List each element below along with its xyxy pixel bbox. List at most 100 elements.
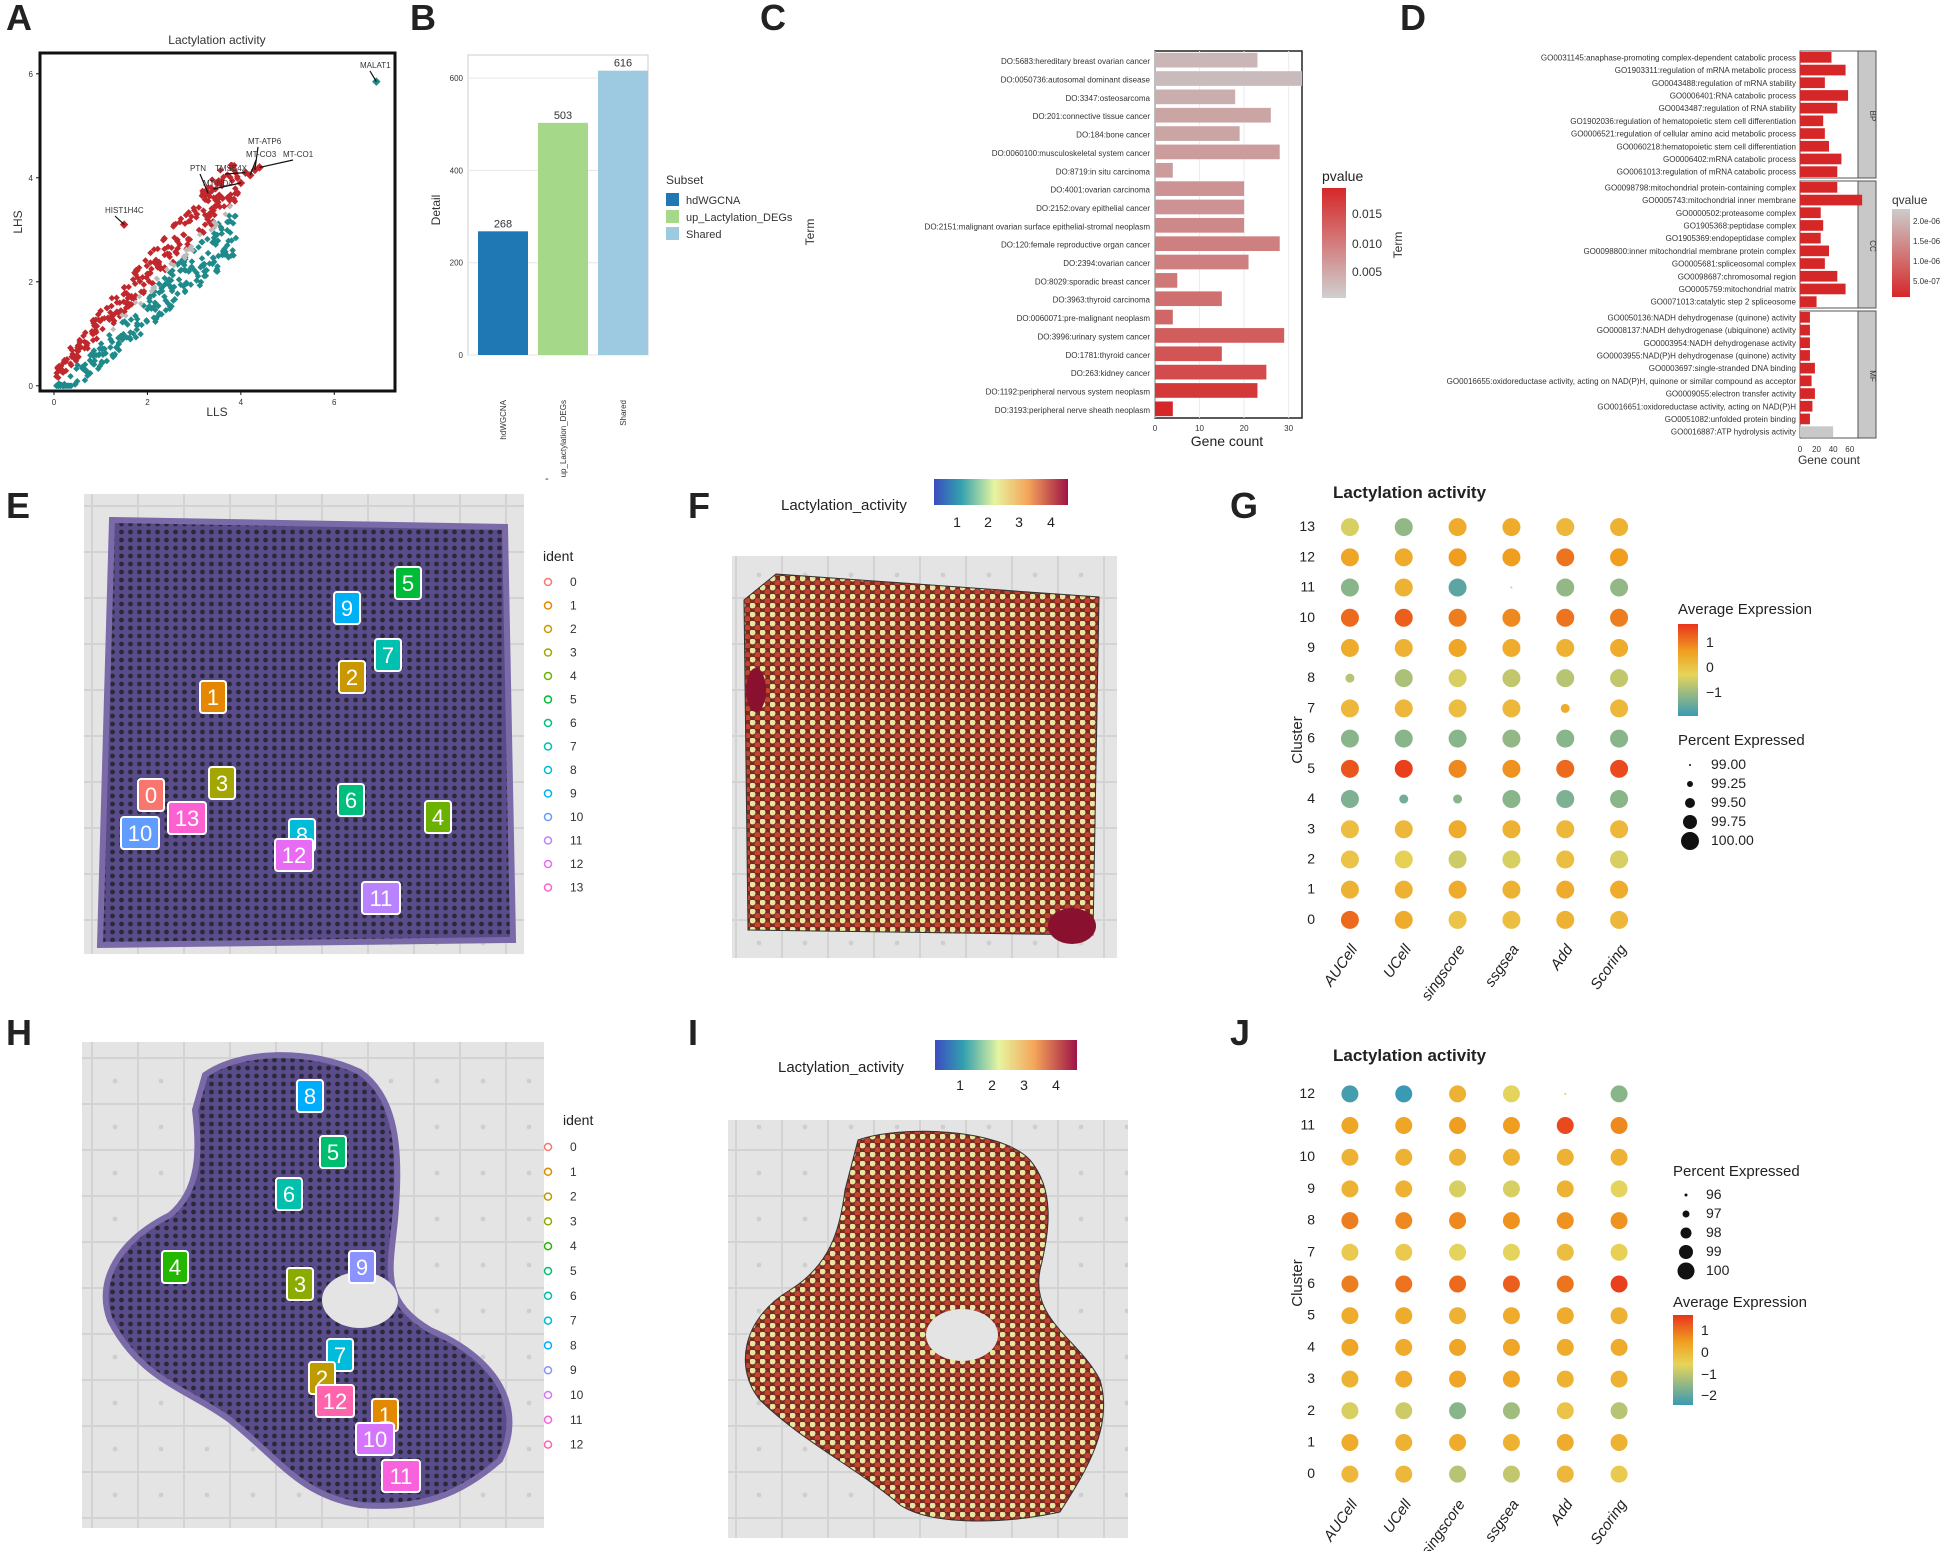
a-point	[227, 191, 234, 198]
a-point-ns	[213, 221, 220, 228]
dot-mark	[1556, 910, 1575, 929]
dot-mark	[1610, 1148, 1628, 1166]
f-hotspot-left	[746, 668, 766, 712]
a-point	[139, 274, 146, 281]
dot-mark	[1502, 608, 1521, 627]
j-legend-pct-title: Percent Expressed	[1673, 1163, 1800, 1180]
a-point	[90, 361, 98, 368]
d-bar	[1800, 258, 1825, 269]
dot-mark	[1556, 1148, 1574, 1166]
cluster-label-box	[161, 1250, 189, 1284]
a-point-ns	[168, 260, 174, 267]
a-point-ns	[138, 300, 144, 307]
dot-mark	[1341, 1243, 1359, 1261]
a-point	[152, 318, 159, 325]
panel-letter-i: I	[688, 1012, 698, 1053]
b-bar-value: 503	[554, 110, 572, 122]
d-term-label: GO0003697:single-stranded DNA binding	[1649, 364, 1796, 373]
cluster-legend-label: 11	[570, 1413, 583, 1427]
d-term-label: GO0043488:regulation of mRNA stability	[1652, 79, 1796, 88]
dot-mark	[1502, 1402, 1520, 1420]
a-point	[224, 227, 231, 234]
dot-xtick-label: Scoring	[1587, 1496, 1630, 1548]
cluster-legend-dot	[543, 789, 553, 798]
dot-mark	[1502, 548, 1521, 567]
dot-mark	[1395, 1370, 1413, 1388]
g-legend-avg-title: Average Expression	[1678, 601, 1812, 618]
a-point	[127, 329, 134, 336]
dot-ytick-label: 6	[1307, 730, 1315, 746]
dot-mark	[1556, 1307, 1574, 1325]
dot-mark	[1610, 608, 1629, 627]
a-point	[68, 346, 76, 354]
dot-mark	[1345, 673, 1355, 683]
a-point	[201, 221, 209, 228]
d-facet-strip	[1857, 50, 1877, 179]
d-bar	[1800, 102, 1838, 114]
cluster-label-box	[338, 660, 366, 694]
d-term-label: GO0098687:chromosomal region	[1678, 272, 1796, 281]
a-point	[81, 361, 89, 368]
d-legend-tick-0: 2.0e-06	[1913, 217, 1941, 226]
dot-mark	[1340, 548, 1359, 567]
c-term-label: DO:5683:hereditary breast ovarian cancer	[1001, 57, 1150, 66]
cluster-legend-dot	[543, 742, 553, 751]
c-bar	[1155, 126, 1240, 141]
a-label-leader	[369, 70, 377, 82]
cluster-label-text: 6	[345, 788, 357, 813]
a-point	[154, 245, 161, 253]
d-bar	[1800, 232, 1821, 244]
j-avg-colorbar	[1673, 1315, 1693, 1405]
d-term-label: GO1905368:peptidase complex	[1683, 221, 1796, 230]
a-point-ns	[197, 231, 203, 238]
cluster-label-text: 10	[128, 821, 152, 846]
a-point	[143, 317, 150, 324]
a-point	[166, 305, 174, 312]
dot-mark	[1340, 850, 1359, 869]
d-term-label: GO0071013:catalytic step 2 spliceosome	[1651, 298, 1797, 307]
a-point	[232, 185, 239, 192]
a-point	[166, 253, 173, 261]
i-legend-tick-3: 4	[1052, 1077, 1060, 1093]
dot-mark	[1340, 790, 1359, 809]
dot-ytick-label: 4	[1307, 790, 1315, 806]
panel-letter-b: B	[410, 0, 436, 38]
a-point	[132, 312, 139, 320]
a-label-leader	[259, 159, 294, 168]
i-tissue-heatmap	[744, 1130, 1105, 1522]
a-point	[137, 330, 144, 338]
e-tissue	[96, 516, 517, 949]
dot-mark	[1448, 759, 1467, 778]
a-point	[143, 262, 151, 270]
d-bar	[1800, 337, 1810, 349]
j-pct-legend: 96 97 98 99 100	[1677, 1186, 1730, 1280]
b-plot: 0 200 400 600 268 hdWGCNA 503 up_Lactylation_DE…	[450, 54, 649, 477]
a-point	[161, 274, 168, 282]
cluster-legend-label: 3	[570, 1214, 577, 1228]
a-point	[99, 325, 106, 333]
c-bar	[1155, 291, 1222, 307]
cluster-label-box	[348, 1250, 376, 1284]
c-term-label: DO:184:bone cancer	[1076, 131, 1150, 140]
a-point	[171, 296, 179, 303]
a-point	[155, 302, 162, 310]
a-point	[182, 267, 189, 274]
a-point	[228, 252, 235, 259]
c-bar	[1155, 217, 1245, 233]
dot-mark	[1395, 1338, 1413, 1356]
a-gene-label: MT-CO1	[283, 150, 314, 159]
a-point	[90, 347, 98, 354]
cluster-legend-label: 10	[570, 810, 584, 824]
b-legend-title: Subset	[666, 173, 704, 187]
dot-mark	[1341, 1148, 1359, 1166]
c-colorbar	[1322, 188, 1346, 298]
cluster-label-box	[275, 1177, 303, 1211]
a-point	[188, 263, 195, 270]
c-bar	[1155, 52, 1258, 68]
c-bar	[1155, 401, 1173, 417]
a-ytick-label: 4	[29, 174, 34, 183]
dot-ytick-label: 0	[1307, 1465, 1315, 1481]
c-bar	[1155, 181, 1245, 196]
